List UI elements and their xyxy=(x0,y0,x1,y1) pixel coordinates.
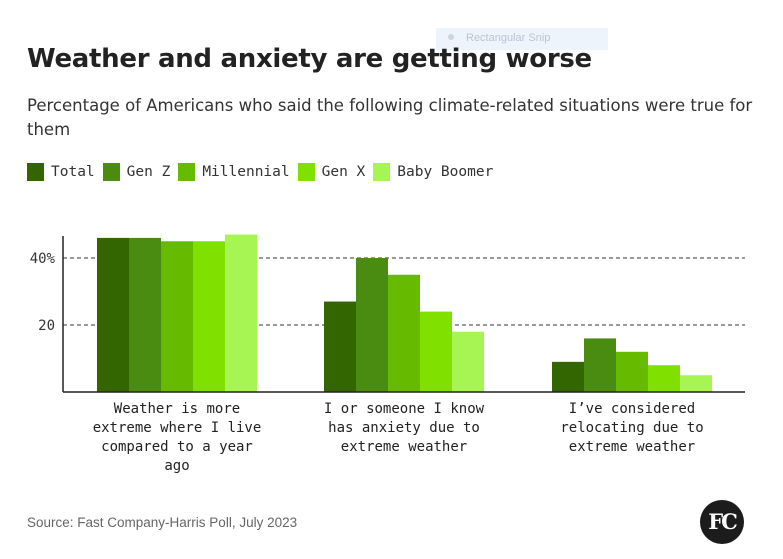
legend-item-millennial: Millennial xyxy=(178,163,290,181)
legend-label-total: Total xyxy=(51,164,95,180)
bar-baby-boomer-2 xyxy=(680,375,712,392)
legend-item-total: Total xyxy=(27,163,95,181)
bar-gen-x-1 xyxy=(420,311,452,392)
legend-swatch-millennial xyxy=(178,163,196,181)
bar-gen-z-0 xyxy=(129,237,161,392)
legend-label-gen-x: Gen X xyxy=(321,164,366,180)
category-label-0-line-2: compared to a year xyxy=(101,439,253,455)
category-label-0-line-3: ago xyxy=(164,458,189,474)
bar-millennial-1 xyxy=(388,274,420,392)
bar-gen-z-1 xyxy=(356,258,388,392)
legend-swatch-gen-z xyxy=(102,163,120,181)
legend-swatch-total xyxy=(27,163,44,181)
bar-gen-x-0 xyxy=(193,241,225,392)
legend-item-baby-boomer: Baby Boomer xyxy=(373,163,493,181)
bar-gen-z-2 xyxy=(584,338,616,392)
bar-total-0 xyxy=(97,237,129,392)
category-label-2-line-0: I’ve considered xyxy=(569,401,695,417)
source-note: Source: Fast Company-Harris Poll, July 2… xyxy=(27,515,298,530)
chart-subtitle: Percentage of Americans who said the fol… xyxy=(27,96,753,139)
snip-label: Rectangular Snip xyxy=(466,32,551,44)
legend: Total Gen Z Millennial Gen X Baby Boomer xyxy=(27,163,501,181)
category-label-1-line-0: I or someone I know xyxy=(324,401,485,417)
category-label-1-line-2: extreme weather xyxy=(341,439,467,455)
category-label-2-line-2: extreme weather xyxy=(569,439,695,455)
bar-gen-x-2 xyxy=(648,365,680,392)
legend-swatch-baby-boomer xyxy=(373,163,391,181)
legend-item-gen-x: Gen X xyxy=(297,163,366,181)
rectangular-snip-overlay: Rectangular Snip xyxy=(436,28,608,50)
category-label-2-line-1: relocating due to xyxy=(560,420,703,436)
legend-label-millennial: Millennial xyxy=(202,164,290,180)
y-tick-label-20: 20 xyxy=(38,318,55,334)
y-tick-label-40: 40% xyxy=(30,251,56,267)
snip-icon xyxy=(448,34,454,40)
bar-baby-boomer-1 xyxy=(452,331,484,392)
bar-baby-boomer-0 xyxy=(225,234,257,392)
legend-label-gen-z: Gen Z xyxy=(126,164,171,180)
bar-total-2 xyxy=(552,361,584,392)
category-label-0-line-0: Weather is more xyxy=(114,401,240,417)
fast-company-logo: FC xyxy=(700,500,744,544)
legend-label-baby-boomer: Baby Boomer xyxy=(397,164,494,180)
legend-swatch-gen-x xyxy=(297,163,315,181)
category-label-0-line-1: extreme where I live xyxy=(93,420,262,436)
legend-item-gen-z: Gen Z xyxy=(102,163,171,181)
bar-millennial-2 xyxy=(616,351,648,392)
bar-millennial-0 xyxy=(161,241,193,392)
chart-title: Weather and anxiety are getting worse xyxy=(27,44,592,74)
category-label-1-line-1: has anxiety due to xyxy=(328,420,480,436)
bar-total-1 xyxy=(324,301,356,392)
